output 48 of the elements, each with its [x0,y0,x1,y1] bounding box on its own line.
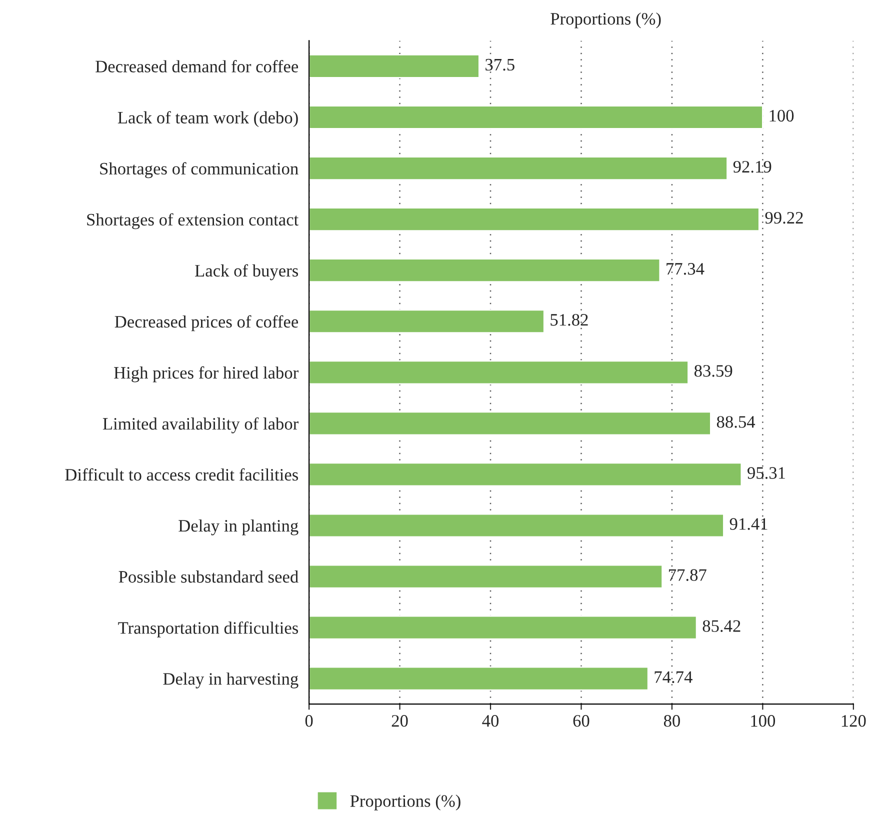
x-tick-label: 40 [482,715,499,727]
chart-title: Proportions (%) [550,12,661,28]
data-label: 91.41 [730,518,768,530]
data-label: 77.34 [666,263,704,275]
bar [309,666,649,691]
x-tick-label: 120 [842,715,866,727]
x-tick-label: 100 [751,715,776,727]
bar [309,156,728,180]
y-tick-label: Decreased prices of coffee [114,315,298,332]
y-tick-label: Transportation difficulties [118,621,298,638]
x-tick-label: 80 [664,715,680,727]
y-tick-label: Delay in planting [178,519,298,536]
y-tick-label: Decreased demand for coffee [96,60,298,72]
x-tick-label: 60 [573,715,590,727]
data-label: 77.87 [669,569,706,581]
data-label: 88.54 [716,416,756,428]
data-label: 51.82 [550,314,588,326]
y-tick-label: Lack of team work (debo) [118,111,298,128]
bar [309,615,698,640]
legend-label: Proportions (%) [350,794,460,810]
data-label: 37.5 [486,58,514,71]
bar [309,258,661,283]
bar [309,207,760,232]
data-label: 100 [770,110,794,122]
data-label: 85.42 [702,620,740,632]
bar [309,513,724,538]
bar [309,105,764,130]
y-tick-label: Delay in harvesting [163,672,298,688]
data-label: 83.59 [694,365,732,377]
data-label: 74.74 [654,671,692,684]
data-label: 99.22 [765,212,803,224]
data-label: 92.19 [733,160,772,173]
bar [309,54,480,78]
bar [309,411,712,436]
y-tick-label: Possible substandard seed [118,570,298,583]
bar [309,462,742,487]
data-label: 95.31 [748,467,785,479]
y-tick-label: Shortages of communication [100,162,298,178]
y-tick-label: Lack of buyers [195,264,298,280]
x-tick-label: 0 [305,715,313,727]
bar [309,309,545,334]
y-tick-label: Shortages of extension contact [87,213,299,230]
y-tick-label: Difficult to access credit facilities [65,468,298,481]
y-tick-label: High prices for hired labor [114,366,298,382]
bar [309,564,663,589]
x-tick-label: 20 [392,715,408,727]
y-tick-label: Limited availability of labor [102,417,298,434]
bar [309,360,689,385]
